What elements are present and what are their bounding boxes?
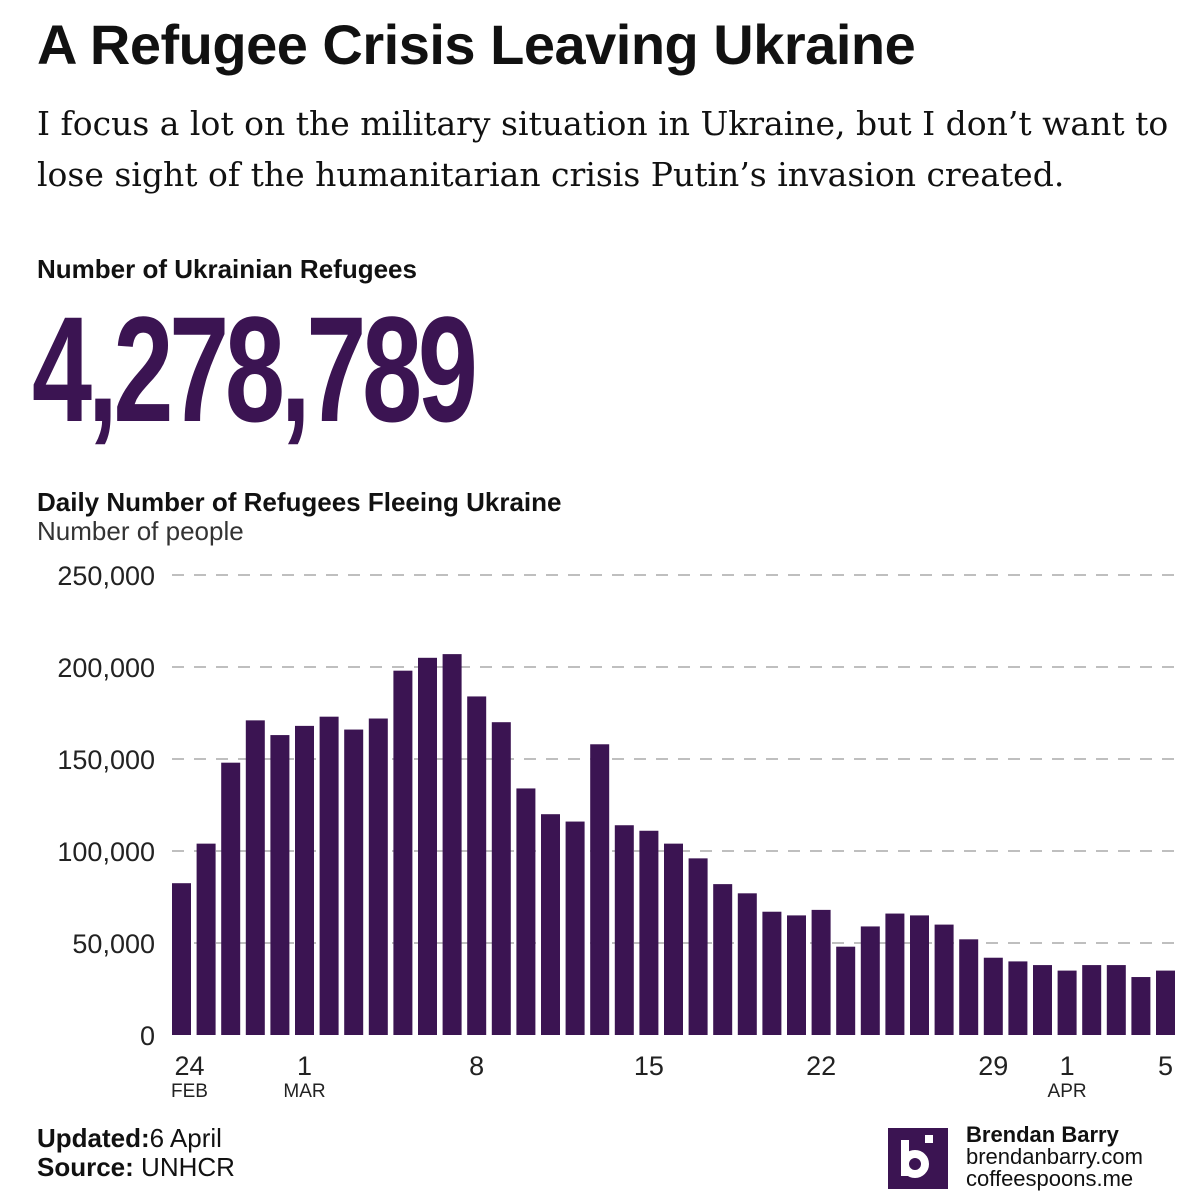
- bar: [713, 884, 733, 1035]
- x-tick-month: APR: [1048, 1081, 1087, 1102]
- bar: [811, 909, 831, 1035]
- bar: [688, 858, 708, 1035]
- x-tick-label: 1: [1060, 1051, 1075, 1081]
- bar: [467, 696, 487, 1035]
- bar: [491, 722, 511, 1035]
- bar: [934, 924, 954, 1035]
- author-name: Brendan Barry: [966, 1122, 1119, 1147]
- bar: [221, 762, 241, 1035]
- bar: [737, 893, 757, 1035]
- updated-label: Updated:: [37, 1123, 150, 1153]
- bar: [1057, 970, 1077, 1035]
- kpi-value: 4,278,789: [32, 285, 478, 453]
- bar: [664, 843, 683, 1035]
- y-tick-label: 250,000: [57, 561, 155, 591]
- source-label: Source:: [37, 1152, 134, 1182]
- b-logo-icon: [888, 1128, 948, 1189]
- x-tick-label: 29: [978, 1051, 1008, 1081]
- x-tick-label: 15: [634, 1051, 664, 1081]
- bar: [319, 716, 339, 1035]
- bar: [836, 946, 856, 1035]
- y-tick-label: 0: [140, 1021, 155, 1051]
- subtitle: I focus a lot on the military situation …: [37, 104, 1169, 194]
- y-tick-label: 100,000: [57, 837, 155, 867]
- bar: [590, 744, 610, 1035]
- x-tick-label: 24: [174, 1051, 204, 1081]
- bar: [368, 718, 388, 1035]
- bar: [983, 957, 1003, 1035]
- bar: [614, 825, 634, 1035]
- bar: [959, 939, 979, 1035]
- bar: [787, 915, 806, 1035]
- bar: [1008, 961, 1028, 1035]
- chart-ylabel: Number of people: [37, 516, 244, 546]
- bar: [196, 843, 216, 1035]
- bar: [1033, 965, 1052, 1035]
- y-tick-label: 50,000: [72, 929, 155, 959]
- bar: [541, 814, 560, 1035]
- page-title: A Refugee Crisis Leaving Ukraine: [37, 13, 916, 76]
- x-tick-month: MAR: [283, 1081, 325, 1102]
- x-tick-label: 22: [806, 1051, 836, 1081]
- bar: [1106, 965, 1126, 1035]
- bar: [910, 915, 929, 1035]
- bar: [172, 883, 191, 1035]
- bar: [1082, 965, 1102, 1035]
- bar: [1131, 977, 1151, 1035]
- bar: [270, 735, 290, 1035]
- bar: [1156, 970, 1175, 1035]
- bar: [245, 720, 265, 1035]
- bar: [860, 926, 880, 1035]
- x-tick-label: 5: [1158, 1051, 1173, 1081]
- x-tick-label: 1: [297, 1051, 312, 1081]
- x-tick-label: 8: [469, 1051, 484, 1081]
- bar: [762, 911, 782, 1035]
- x-tick-month: FEB: [171, 1081, 208, 1102]
- bar: [418, 657, 437, 1035]
- chart-title: Daily Number of Refugees Fleeing Ukraine: [37, 487, 562, 517]
- y-tick-label: 200,000: [57, 653, 155, 683]
- bar: [442, 654, 462, 1035]
- source-value: UNHCR: [141, 1152, 235, 1182]
- bar: [295, 725, 314, 1035]
- source: Source: UNHCR: [37, 1152, 235, 1183]
- updated-value: 6 April: [149, 1123, 222, 1153]
- y-tick-label: 150,000: [57, 745, 155, 775]
- bar: [639, 830, 659, 1035]
- kpi-label: Number of Ukrainian Refugees: [37, 254, 417, 284]
- credits: Brendan Barry brendanbarry.com coffeespo…: [966, 1124, 1143, 1190]
- site-link-1[interactable]: brendanbarry.com: [966, 1144, 1143, 1169]
- bar: [516, 788, 536, 1035]
- bar: [565, 821, 585, 1035]
- updated-date: Updated:6 April: [37, 1123, 222, 1154]
- bar: [344, 729, 364, 1035]
- site-link-2[interactable]: coffeespoons.me: [966, 1166, 1134, 1191]
- bar: [885, 913, 905, 1035]
- bar: [393, 670, 413, 1035]
